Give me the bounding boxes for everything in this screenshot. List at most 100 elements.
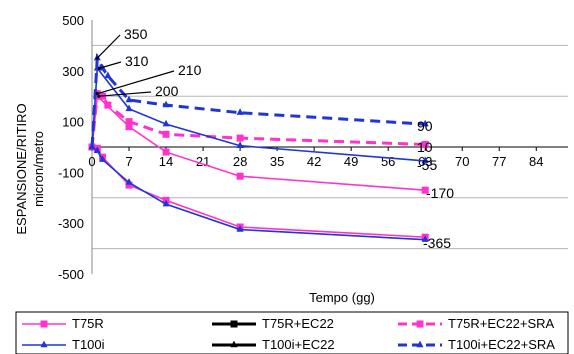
y-tick-label: -100 [58, 165, 84, 180]
leader-line [96, 34, 121, 59]
series-line [91, 146, 426, 238]
data-label: 210 [95, 62, 202, 96]
data-point [162, 199, 170, 207]
y-axis-title: ESPANSIONE/RITIRO micron/metro [14, 103, 46, 234]
data-point [421, 140, 429, 148]
legend-item: T75R [22, 316, 104, 331]
leader-end [97, 66, 102, 70]
leader-line [99, 61, 122, 69]
x-tick-label: 70 [455, 154, 469, 169]
y-axis-title-line2: micron/metro [31, 131, 46, 207]
data-point [104, 71, 112, 79]
data-label: 90 [417, 118, 433, 134]
x-tick-label: 0 [88, 154, 95, 169]
data-point [421, 235, 429, 242]
legend: T75R T75R+EC22 T75R+EC22+SRA T100i T100i+EC2… [15, 311, 569, 354]
data-point [93, 146, 101, 154]
x-tick-label: 49 [344, 154, 358, 169]
leader-line [97, 70, 175, 95]
data-point [104, 101, 112, 109]
x-tick-label: 21 [196, 154, 210, 169]
x-axis-title: Tempo (gg) [309, 290, 375, 305]
data-label: 310 [97, 53, 149, 70]
data-point [162, 119, 170, 127]
data-label: 200 [97, 83, 179, 99]
legend-item: T100i+EC22+SRA [398, 337, 555, 352]
data-point [236, 225, 244, 232]
legend-item: T75R+EC22 [212, 316, 334, 331]
data-point [236, 134, 244, 142]
data-point [125, 123, 133, 131]
legend-label: T100i [72, 337, 105, 352]
x-tick-label: 84 [529, 154, 543, 169]
data-point [236, 108, 244, 115]
series-line [91, 146, 426, 241]
y-tick-label: 300 [62, 64, 84, 79]
leader-end [95, 92, 99, 96]
data-label-text: 210 [178, 62, 202, 78]
y-axis-title-line1: ESPANSIONE/RITIRO [14, 103, 29, 234]
x-tick-label: 7 [125, 154, 132, 169]
data-label: 350 [95, 26, 148, 60]
data-point [230, 320, 238, 328]
data-point [88, 142, 96, 150]
data-point [99, 155, 107, 162]
series-layer [88, 52, 429, 242]
y-tick-label: 100 [62, 115, 84, 130]
data-point [125, 95, 133, 103]
legend-label: T75R [72, 316, 104, 331]
data-point [40, 320, 48, 328]
data-point [416, 340, 424, 348]
x-tick-label: 56 [381, 154, 395, 169]
data-point [125, 181, 133, 189]
annotations: 350 310 210 200 90 10 -55 -170 -365 [95, 26, 454, 251]
series-t75r-ec22 [88, 92, 429, 194]
legend-label: T75R+EC22+SRA [448, 316, 555, 331]
x-tick-label: 28 [233, 154, 247, 169]
data-label-text: -170 [426, 185, 454, 201]
legend-label: T100i+EC22 [262, 337, 335, 352]
data-point [125, 104, 133, 112]
leader-end [97, 94, 101, 98]
leader-end [95, 56, 99, 60]
data-label: 10 [417, 139, 433, 155]
legend-item: T100i+EC22 [212, 337, 335, 352]
data-point [162, 130, 170, 138]
data-label-text: -55 [417, 157, 437, 173]
data-point [421, 119, 429, 127]
data-label: -170 [426, 185, 454, 201]
legend-item: T75R+EC22+SRA [398, 316, 555, 331]
series-t75r [88, 143, 429, 241]
y-tick-labels: 500 300 100 -100 -300 -500 [58, 13, 84, 282]
data-point [162, 100, 170, 108]
data-label-text: -365 [423, 235, 451, 251]
data-label-text: 310 [125, 53, 149, 69]
leader-line [98, 91, 152, 97]
data-label-text: 10 [417, 139, 433, 155]
data-label: -55 [417, 157, 437, 173]
y-tick-label: -300 [58, 216, 84, 231]
data-point [125, 178, 133, 185]
data-point [421, 186, 429, 194]
legend-item: T100i [22, 337, 105, 352]
x-tick-labels: 071421283542495663707784 [88, 154, 543, 169]
data-label-text: 200 [155, 83, 179, 99]
x-tick-label: 14 [159, 154, 173, 169]
data-point [230, 340, 238, 348]
data-point [162, 148, 170, 156]
y-tick-label: -500 [58, 267, 84, 282]
x-tick-label: 35 [270, 154, 284, 169]
x-tick-label: 42 [307, 154, 321, 169]
data-point [236, 172, 244, 180]
data-label-text: 350 [124, 26, 148, 42]
data-point [416, 320, 424, 328]
data-point [40, 340, 48, 348]
series-line [90, 52, 426, 148]
data-label-text: 90 [417, 118, 433, 134]
series-line [91, 94, 426, 191]
legend-label: T75R+EC22 [262, 316, 334, 331]
legend-label: T100i+EC22+SRA [448, 337, 555, 352]
x-tick-label: 77 [492, 154, 506, 169]
legend-box [15, 311, 569, 354]
